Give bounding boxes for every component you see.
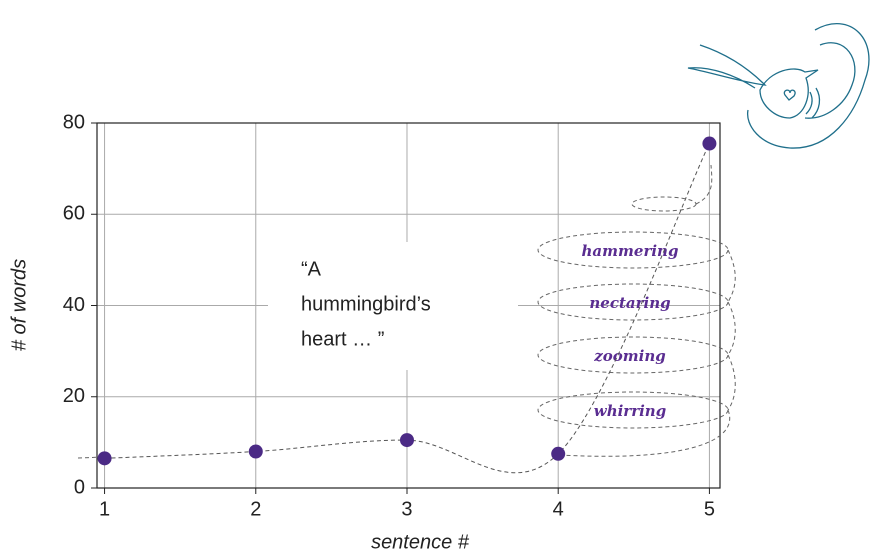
x-tick-label: 2: [250, 498, 261, 520]
x-axis-title: sentence #: [371, 531, 470, 553]
spiral-loop: [632, 197, 696, 211]
bird-heart: [784, 90, 795, 100]
annotation-line: “A: [301, 258, 322, 280]
bird-wing: [805, 43, 855, 118]
x-tick-label: 1: [99, 498, 110, 520]
chart: “A hummingbird’s heart … ” hammering nec…: [0, 0, 889, 553]
y-tick-label: 20: [63, 385, 85, 407]
point: [98, 451, 112, 465]
y-tick-label: 0: [74, 476, 85, 498]
bird-tail: [688, 45, 765, 88]
bird: [688, 24, 869, 148]
x-tick-label: 4: [553, 498, 564, 520]
point: [249, 445, 263, 459]
spiral-word: zooming: [593, 347, 666, 365]
annotation-line: hummingbird’s: [301, 293, 431, 315]
y-tick-label: 80: [63, 111, 85, 133]
x-tick-label: 3: [401, 498, 412, 520]
point: [551, 447, 565, 461]
y-axis-title: # of words: [8, 259, 30, 351]
point: [702, 137, 716, 151]
x-tick-label: 5: [704, 498, 715, 520]
spiral-word: whirring: [594, 402, 666, 420]
annotation-line: heart … ”: [301, 328, 384, 350]
y-tick-label: 40: [63, 294, 85, 316]
y-tick-label: 60: [63, 203, 85, 225]
spiral-word: nectaring: [589, 294, 670, 312]
point: [400, 433, 414, 447]
